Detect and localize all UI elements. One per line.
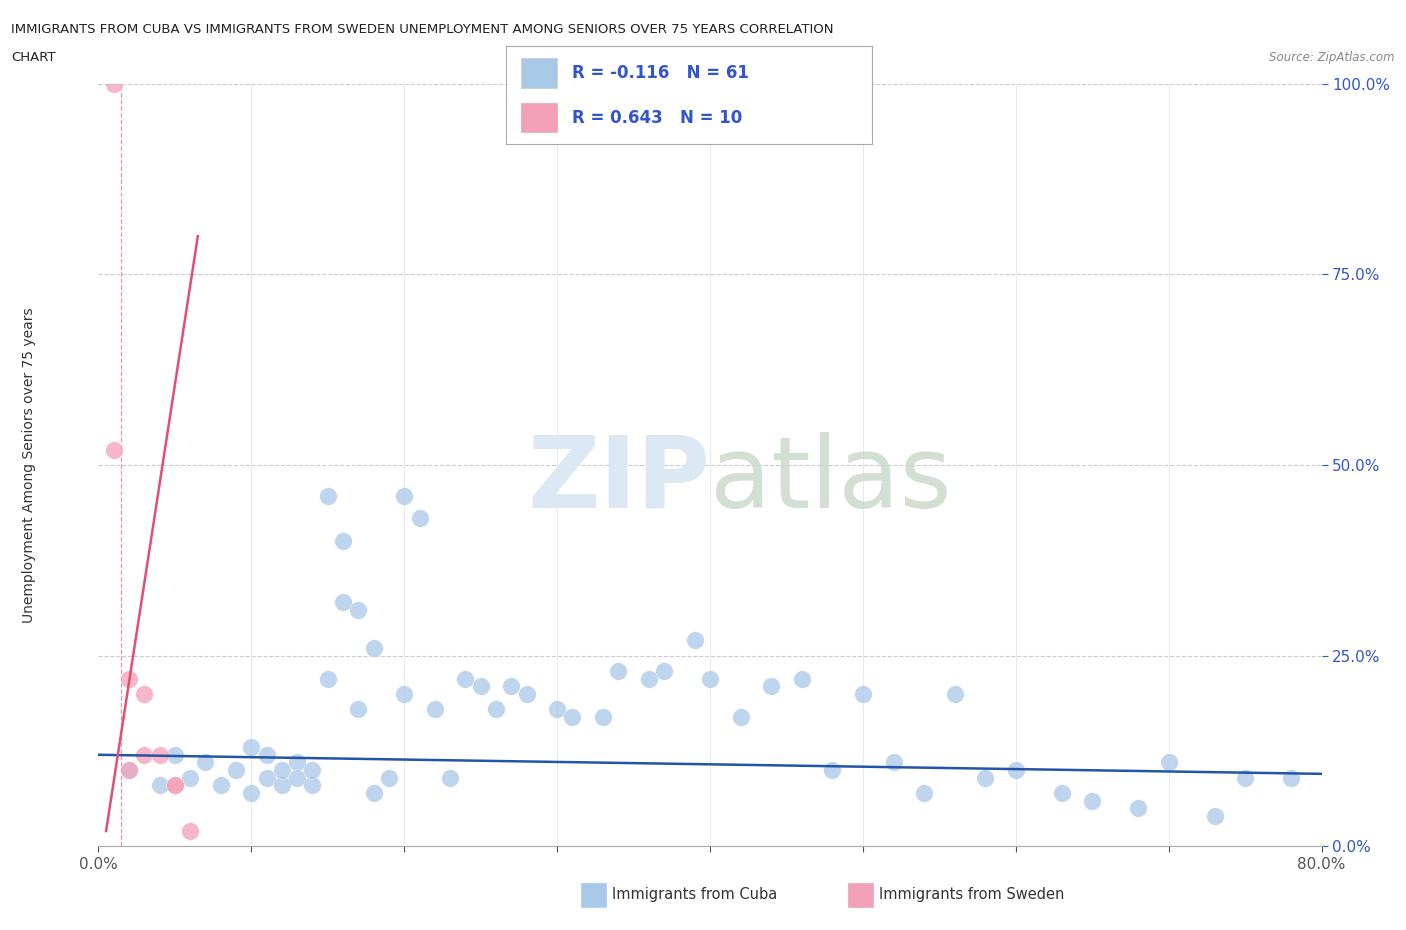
- Point: [821, 763, 844, 777]
- Point: [301, 763, 323, 777]
- Point: [149, 748, 172, 763]
- Bar: [520, 103, 557, 132]
- Point: [363, 786, 385, 801]
- Point: [592, 710, 614, 724]
- Point: [240, 739, 263, 754]
- Point: [316, 671, 339, 686]
- Point: [439, 770, 461, 785]
- Point: [103, 76, 125, 91]
- Text: Source: ZipAtlas.com: Source: ZipAtlas.com: [1270, 51, 1395, 64]
- Point: [912, 786, 935, 801]
- Point: [454, 671, 477, 686]
- Point: [790, 671, 813, 686]
- Point: [501, 679, 523, 694]
- Text: R = -0.116   N = 61: R = -0.116 N = 61: [572, 64, 749, 82]
- Text: Immigrants from Sweden: Immigrants from Sweden: [879, 887, 1064, 902]
- Point: [316, 488, 339, 503]
- Point: [1234, 770, 1257, 785]
- Point: [118, 763, 141, 777]
- Point: [1157, 755, 1180, 770]
- Point: [270, 777, 294, 792]
- Point: [225, 763, 247, 777]
- Text: Immigrants from Cuba: Immigrants from Cuba: [612, 887, 778, 902]
- Point: [470, 679, 492, 694]
- Point: [118, 671, 141, 686]
- Point: [378, 770, 401, 785]
- Point: [1128, 801, 1150, 816]
- Point: [332, 534, 354, 549]
- Point: [363, 641, 385, 656]
- Point: [163, 777, 186, 792]
- Point: [179, 824, 201, 839]
- Point: [347, 701, 370, 716]
- Bar: [520, 59, 557, 87]
- Text: IMMIGRANTS FROM CUBA VS IMMIGRANTS FROM SWEDEN UNEMPLOYMENT AMONG SENIORS OVER 7: IMMIGRANTS FROM CUBA VS IMMIGRANTS FROM …: [11, 23, 834, 36]
- Point: [852, 686, 875, 701]
- Point: [134, 686, 156, 701]
- Point: [883, 755, 905, 770]
- Point: [163, 777, 186, 792]
- Point: [392, 488, 416, 503]
- Y-axis label: Unemployment Among Seniors over 75 years: Unemployment Among Seniors over 75 years: [22, 307, 37, 623]
- Point: [256, 748, 278, 763]
- Point: [103, 443, 125, 458]
- Point: [1004, 763, 1026, 777]
- Point: [974, 770, 997, 785]
- Point: [270, 763, 294, 777]
- Point: [699, 671, 721, 686]
- Point: [485, 701, 508, 716]
- Point: [285, 770, 308, 785]
- Point: [1279, 770, 1302, 785]
- Point: [607, 663, 630, 678]
- Point: [1050, 786, 1073, 801]
- Point: [240, 786, 263, 801]
- Text: CHART: CHART: [11, 51, 56, 64]
- Point: [1204, 808, 1226, 823]
- Point: [118, 763, 141, 777]
- Point: [301, 777, 323, 792]
- Point: [163, 748, 186, 763]
- Point: [637, 671, 661, 686]
- Point: [392, 686, 416, 701]
- Point: [1081, 793, 1104, 808]
- Point: [134, 748, 156, 763]
- Point: [256, 770, 278, 785]
- Point: [943, 686, 966, 701]
- Point: [332, 595, 354, 610]
- Point: [179, 770, 201, 785]
- Text: ZIP: ZIP: [527, 432, 710, 529]
- Text: atlas: atlas: [710, 432, 952, 529]
- Point: [209, 777, 232, 792]
- Point: [516, 686, 538, 701]
- Text: R = 0.643   N = 10: R = 0.643 N = 10: [572, 109, 742, 126]
- Point: [149, 777, 172, 792]
- Point: [194, 755, 217, 770]
- Point: [561, 710, 583, 724]
- Point: [730, 710, 752, 724]
- Point: [761, 679, 783, 694]
- Point: [347, 603, 370, 618]
- Point: [285, 755, 308, 770]
- Point: [683, 633, 706, 648]
- Point: [423, 701, 446, 716]
- Point: [408, 511, 430, 525]
- Point: [652, 663, 675, 678]
- Point: [546, 701, 568, 716]
